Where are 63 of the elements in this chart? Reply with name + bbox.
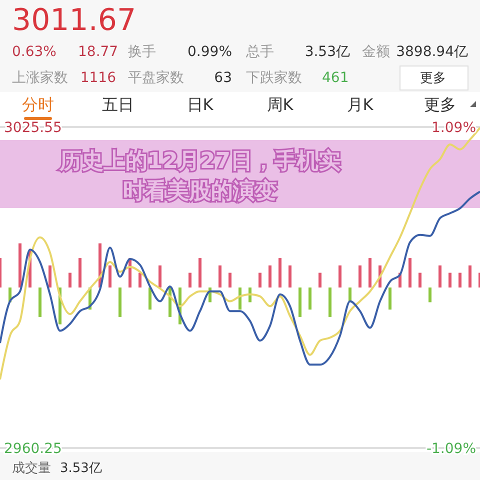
bar: [188, 272, 192, 288]
bar: [108, 265, 112, 288]
text: 0.63%: [12, 44, 56, 60]
y2-tick-label: -1.09%: [426, 440, 476, 457]
bar: [388, 288, 392, 310]
bar: [38, 288, 42, 317]
text: 月K: [346, 95, 374, 114]
text: 63: [214, 70, 232, 86]
bar: [458, 272, 462, 288]
text: 下跌家数: [246, 70, 302, 86]
bar: [278, 258, 282, 288]
bar: [258, 272, 262, 288]
bar: [438, 265, 442, 288]
bar: [428, 288, 432, 302]
bar: [288, 265, 292, 288]
bar: [468, 265, 472, 288]
bar: [358, 265, 362, 288]
text: 0.99%: [188, 44, 232, 60]
bar: [218, 265, 222, 288]
bar: [118, 288, 122, 317]
bar: [18, 243, 22, 288]
text: 周K: [266, 95, 294, 114]
text: 更多: [420, 71, 446, 86]
bar: [268, 265, 272, 288]
text: 总手: [245, 44, 274, 60]
y2-tick-label: 1.09%: [432, 120, 476, 136]
text: 3.53亿: [60, 461, 102, 476]
text: 历史上的12月27日，手机实时看美股的演变: [58, 148, 341, 204]
text: 日K: [186, 95, 214, 114]
y-tick-label: 2960.25: [4, 440, 62, 457]
text: 3898.94亿: [396, 44, 468, 60]
text: 成交量: [12, 460, 51, 476]
text: 3.53亿: [304, 44, 350, 60]
bar: [328, 288, 332, 317]
text: 平盘家数: [128, 70, 184, 86]
text: 上涨家数: [12, 70, 68, 86]
bar: [318, 272, 322, 288]
bar: [418, 272, 422, 288]
y-tick-label: 3025.55: [4, 120, 62, 136]
bar: [298, 288, 302, 317]
bar: [308, 288, 312, 310]
bar: [78, 258, 82, 288]
bar: [448, 272, 452, 288]
bar: [198, 258, 202, 288]
text: 3011.67: [12, 3, 136, 38]
text: 18.77: [78, 44, 118, 60]
bar: [338, 265, 342, 288]
bar: [238, 288, 242, 310]
bar: [158, 265, 162, 288]
bar: [148, 288, 152, 310]
bar: [228, 272, 232, 288]
text: 461: [322, 70, 349, 86]
bar: [368, 258, 372, 288]
bar: [48, 265, 52, 288]
bar: [408, 258, 412, 288]
text: 五日: [102, 95, 134, 114]
bar: [138, 272, 142, 288]
text: 换手: [128, 44, 156, 60]
bar: [68, 272, 72, 288]
text: 金额: [362, 44, 390, 60]
text: 分时: [22, 95, 54, 114]
text: 更多: [424, 95, 456, 114]
text: 1116: [80, 70, 116, 86]
